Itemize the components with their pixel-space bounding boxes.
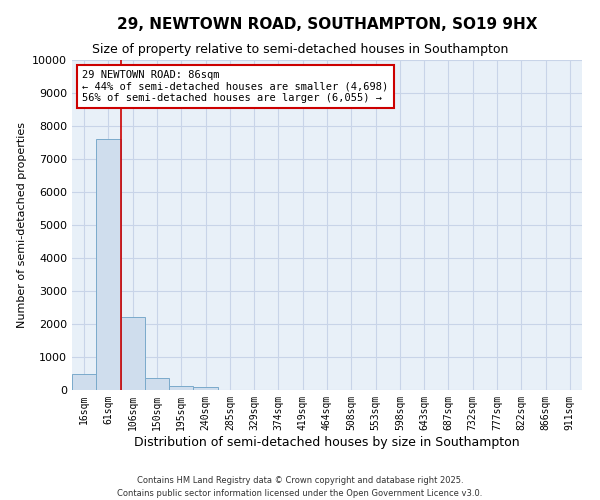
Text: Contains HM Land Registry data © Crown copyright and database right 2025.
Contai: Contains HM Land Registry data © Crown c… (118, 476, 482, 498)
Bar (169, 386, 193, 390)
Bar (145, 378, 169, 390)
Bar (96, 139, 121, 390)
Bar (121, 318, 145, 390)
Title: 29, NEWTOWN ROAD, SOUTHAMPTON, SO19 9HX: 29, NEWTOWN ROAD, SOUTHAMPTON, SO19 9HX (117, 18, 537, 32)
X-axis label: Distribution of semi-detached houses by size in Southampton: Distribution of semi-detached houses by … (134, 436, 520, 448)
Text: Size of property relative to semi-detached houses in Southampton: Size of property relative to semi-detach… (92, 42, 508, 56)
Bar (193, 386, 218, 390)
Bar (72, 374, 96, 390)
Text: 29 NEWTOWN ROAD: 86sqm
← 44% of semi-detached houses are smaller (4,698)
56% of : 29 NEWTOWN ROAD: 86sqm ← 44% of semi-det… (82, 70, 388, 103)
Y-axis label: Number of semi-detached properties: Number of semi-detached properties (17, 122, 26, 328)
